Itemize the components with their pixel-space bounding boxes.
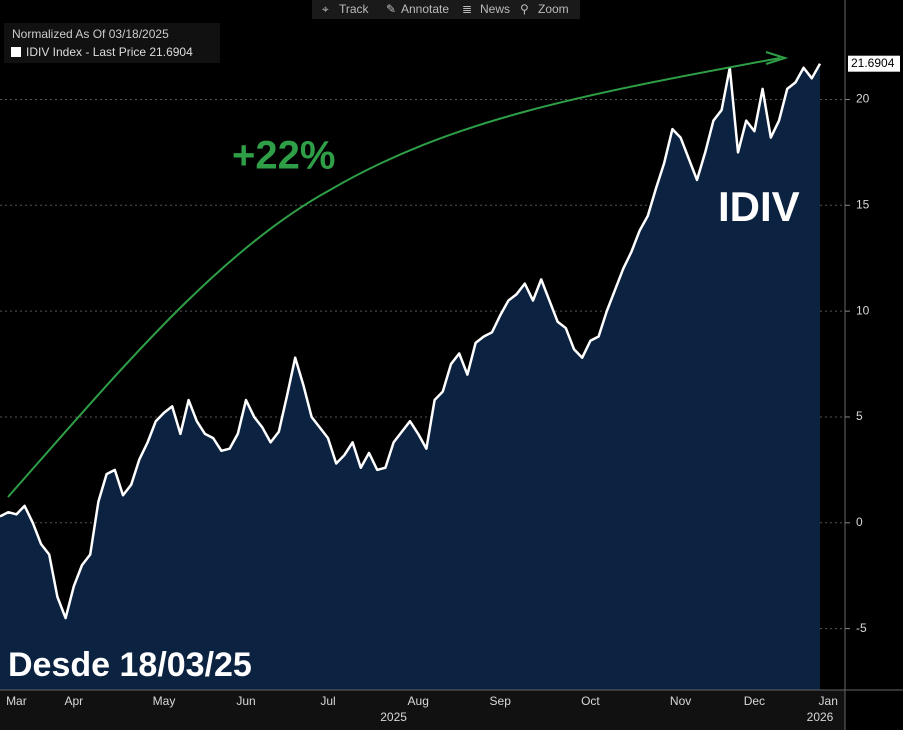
toolbar-icon: ⚲: [520, 2, 529, 16]
last-price-box: [848, 55, 900, 72]
x-tick-label: Mar: [6, 694, 27, 708]
toolbar-icon: ≣: [462, 2, 472, 16]
x-year-label: 2025: [380, 710, 407, 724]
x-year-label: 2026: [807, 710, 834, 724]
trend-arrow-head: [765, 51, 789, 65]
y-tick-label: 20: [856, 92, 870, 106]
x-tick-label: Apr: [64, 694, 83, 708]
last-price-label: 21.6904: [851, 56, 895, 70]
trend-arrow: [7, 57, 781, 498]
plot: [0, 63, 822, 690]
legend-subtitle: Normalized As Of 03/18/2025: [12, 27, 169, 41]
line: [0, 63, 822, 620]
x-tick-label: Sep: [490, 694, 512, 708]
y-tick-label: 5: [856, 409, 863, 423]
x-tick-label: Oct: [581, 694, 600, 708]
y-tick-label: 10: [856, 303, 870, 317]
toolbar-button[interactable]: Zoom: [538, 2, 569, 16]
toolbar-button[interactable]: Track: [339, 2, 370, 16]
x-tick-label: Jan: [819, 694, 838, 708]
x-tick-label: Aug: [408, 694, 429, 708]
legend-swatch: [11, 47, 21, 57]
x-tick-label: May: [153, 694, 176, 708]
y-tick-label: 15: [856, 197, 870, 211]
x-tick-label: Jun: [236, 694, 255, 708]
legend: [4, 23, 220, 63]
y-tick-label: 0: [856, 515, 863, 529]
x-tick-label: Jul: [320, 694, 335, 708]
toolbar: [312, 0, 580, 19]
toolbar-button[interactable]: Annotate: [401, 2, 449, 16]
since-annotation: Desde 18/03/25: [8, 646, 252, 684]
legend-entry: IDIV Index - Last Price 21.6904: [26, 45, 193, 59]
toolbar-icon: ⌖: [322, 2, 329, 16]
gain-annotation: +22%: [232, 134, 335, 178]
area: [0, 63, 820, 690]
x-tick-label: Dec: [744, 694, 765, 708]
x-axis-band: [0, 690, 845, 730]
toolbar-button[interactable]: News: [480, 2, 510, 16]
x-tick-label: Nov: [670, 694, 691, 708]
axes: -5 0 5 10 15 20 Mar Apr May Jun Jul Aug Sep Oct Nov Dec…: [6, 55, 900, 724]
toolbar-icon: ✎: [386, 2, 396, 16]
y-tick-label: -5: [856, 621, 867, 635]
index-annotation: IDIV: [718, 183, 800, 230]
